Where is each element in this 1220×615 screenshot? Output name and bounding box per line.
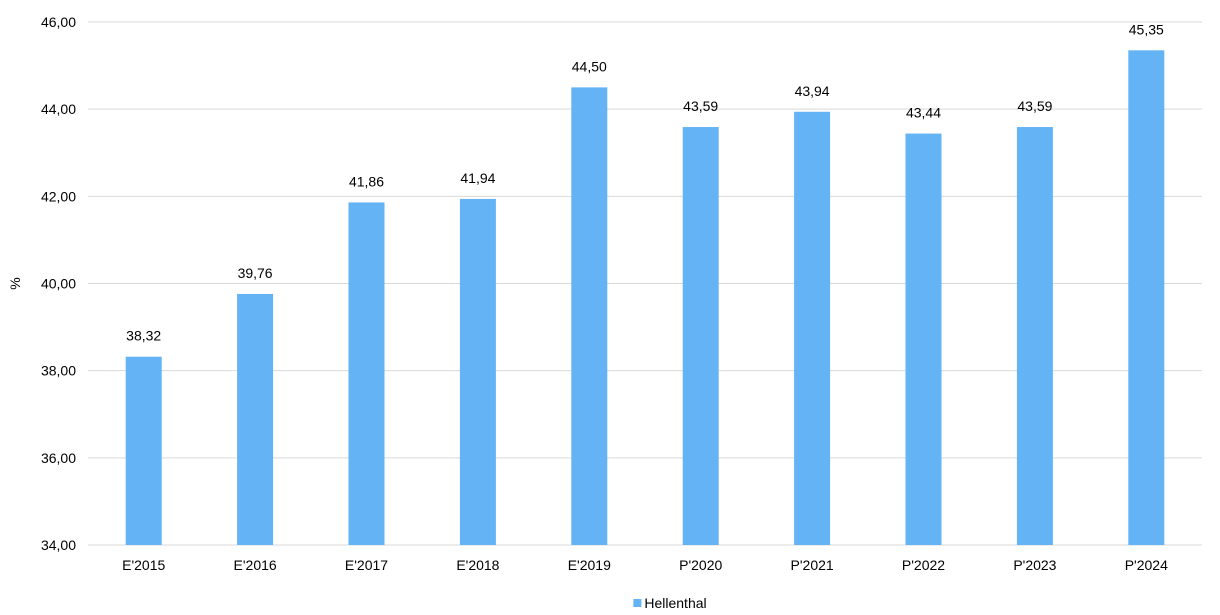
bar [682,127,719,546]
x-tick-label: E'2018 [456,557,499,573]
data-label: 43,44 [906,105,941,121]
data-label: 39,76 [238,265,273,281]
y-tick-label: 46,00 [41,14,76,30]
gridlines [88,21,1202,546]
data-label: 38,32 [126,328,161,344]
bars [125,50,1165,546]
x-tick-label: P'2024 [1125,557,1168,573]
data-label: 41,94 [460,170,495,186]
bar [1128,50,1165,546]
legend: Hellenthal [633,595,707,611]
data-labels: 38,32 39,76 41,86 41,94 44,50 43,59 43,94 43,44… [126,21,1164,343]
x-tick-label: P'2021 [791,557,834,573]
data-label: 44,50 [572,58,607,74]
x-tick-label: E'2017 [345,557,388,573]
x-tick-label: E'2019 [568,557,611,573]
y-tick-label: 40,00 [41,276,76,292]
bar [1016,127,1053,546]
y-tick-label: 42,00 [41,188,76,204]
y-tick-label: 44,00 [41,101,76,117]
data-label: 41,86 [349,173,384,189]
data-label: 43,59 [683,98,718,114]
x-tick-label: E'2016 [234,557,277,573]
bar [794,111,831,545]
x-tick-label: P'2020 [679,557,722,573]
bar [571,87,608,545]
y-tick-label: 38,00 [41,363,76,379]
bar [905,133,942,545]
y-tick-label: 36,00 [41,450,76,466]
data-label: 45,35 [1129,21,1164,37]
bar [459,198,496,545]
x-axis-tick-labels: E'2015 E'2016 E'2017 E'2018 E'2019 P'2020 P'20… [122,557,1168,573]
bar [348,202,385,545]
x-tick-label: E'2015 [122,557,165,573]
data-label: 43,59 [1017,98,1052,114]
x-tick-label: P'2022 [902,557,945,573]
data-label: 43,94 [795,83,830,99]
bar [237,293,274,545]
y-tick-label: 34,00 [41,537,76,553]
legend-label-hellenthal: Hellenthal [644,595,706,611]
y-axis-label: % [7,277,23,289]
y-axis-tick-labels: 34,00 36,00 38,00 40,00 42,00 44,00 46,00 [41,14,76,553]
bar [125,356,162,545]
legend-swatch-hellenthal [633,599,642,607]
x-tick-label: P'2023 [1013,557,1056,573]
